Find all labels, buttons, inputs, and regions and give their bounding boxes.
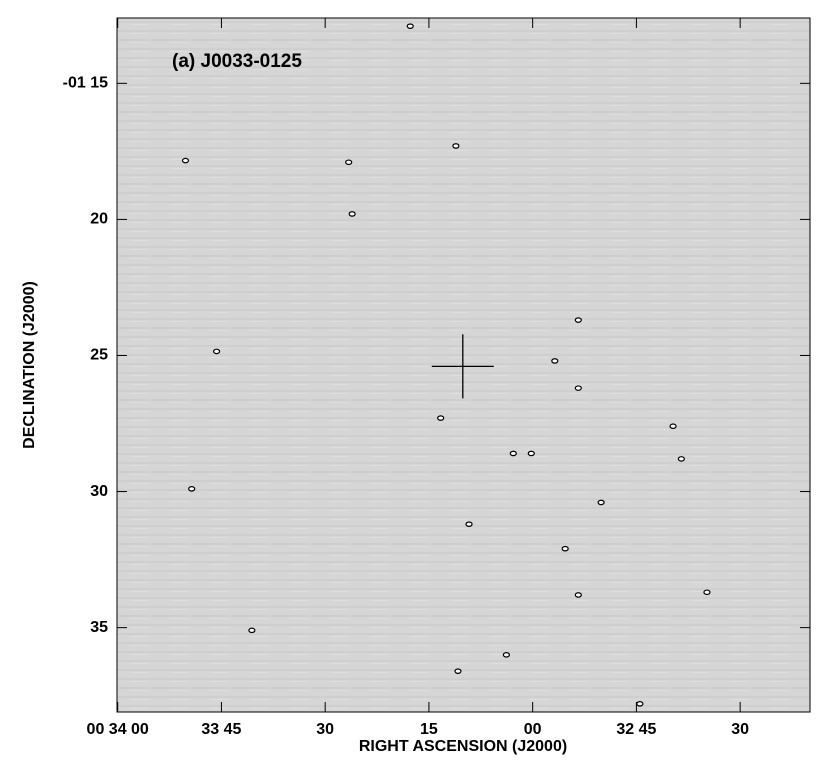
source-contour: [188, 486, 196, 492]
image-frame: [116, 17, 811, 713]
source-contour: [677, 456, 685, 462]
source-contour: [181, 157, 190, 164]
source-contour: [574, 317, 582, 323]
source-contour: [551, 358, 559, 364]
source-contour: [636, 701, 644, 707]
x-tick-label: 00 34 00: [87, 721, 149, 738]
source-contour: [703, 589, 711, 596]
y-tick-label: 25: [90, 347, 108, 364]
y-tick-label: -01 15: [63, 75, 108, 92]
y-axis-label: DECLINATION (J2000): [21, 281, 38, 449]
source-contour: [437, 415, 445, 421]
x-axis-label: RIGHT ASCENSION (J2000): [359, 738, 567, 755]
source-contour: [345, 159, 353, 166]
x-tick-label: 30: [731, 721, 749, 738]
source-contour: [527, 450, 535, 457]
source-contour: [348, 211, 356, 217]
source-contour: [406, 23, 414, 29]
y-tick-label: 35: [90, 619, 108, 636]
source-contour: [669, 423, 677, 430]
source-contour: [452, 143, 460, 149]
chart-title: (a) J0033-0125: [172, 51, 302, 72]
source-contour: [561, 545, 569, 552]
source-contour: [574, 592, 582, 598]
source-contour: [212, 348, 221, 355]
source-contour: [597, 499, 605, 506]
x-tick-label: 00: [524, 721, 542, 738]
x-tick-label: 32 45: [616, 721, 656, 738]
source-contour: [574, 385, 582, 391]
source-contour: [509, 450, 517, 457]
x-tick-label: 33 45: [201, 721, 241, 738]
source-contour: [465, 521, 473, 528]
y-tick-label: 30: [90, 483, 108, 500]
source-contour: [454, 668, 462, 674]
x-tick-label: 30: [316, 721, 334, 738]
y-tick-label: 20: [90, 211, 108, 228]
source-contour: [248, 627, 256, 634]
source-contour: [502, 652, 510, 658]
x-tick-label: 15: [420, 721, 438, 738]
